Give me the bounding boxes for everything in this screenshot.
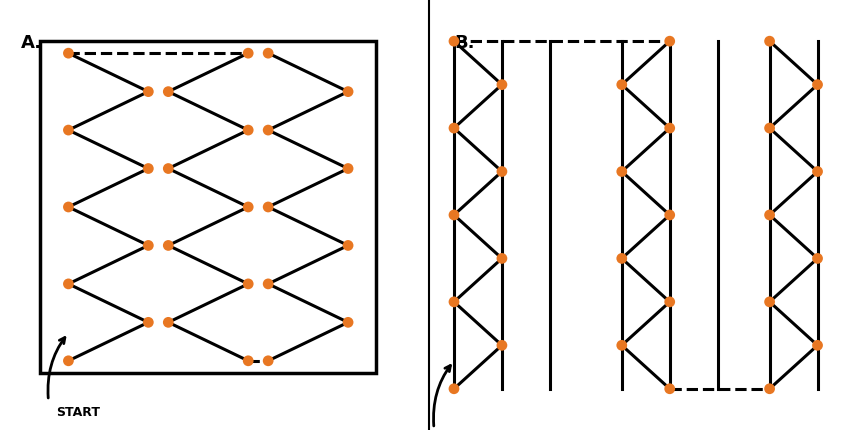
Point — [447, 39, 461, 46]
Point — [241, 357, 255, 364]
Point — [663, 125, 677, 132]
Point — [615, 82, 628, 89]
Point — [342, 243, 355, 249]
Point — [162, 89, 175, 96]
Point — [262, 127, 275, 134]
Point — [495, 255, 508, 262]
Point — [162, 319, 175, 326]
Point — [62, 127, 75, 134]
Point — [762, 212, 776, 219]
Point — [141, 89, 156, 96]
Point — [811, 342, 824, 349]
Point — [762, 125, 776, 132]
Point — [447, 299, 461, 306]
Point — [447, 212, 461, 219]
Point — [447, 385, 461, 392]
Point — [495, 342, 508, 349]
Point — [141, 166, 156, 172]
Text: B.: B. — [454, 34, 474, 52]
Point — [762, 385, 776, 392]
Point — [62, 51, 75, 58]
Point — [162, 166, 175, 172]
Point — [241, 204, 255, 211]
Point — [811, 255, 824, 262]
Text: A.: A. — [20, 34, 42, 52]
Point — [495, 169, 508, 175]
Point — [762, 39, 776, 46]
Point — [615, 169, 628, 175]
Point — [342, 89, 355, 96]
Point — [663, 299, 677, 306]
Point — [663, 39, 677, 46]
Point — [262, 204, 275, 211]
Point — [762, 299, 776, 306]
Point — [615, 255, 628, 262]
Point — [342, 166, 355, 172]
Point — [447, 125, 461, 132]
Point — [811, 82, 824, 89]
Point — [811, 169, 824, 175]
Point — [241, 281, 255, 288]
Point — [342, 319, 355, 326]
Point — [241, 51, 255, 58]
Point — [663, 212, 677, 219]
Point — [62, 357, 75, 364]
Point — [262, 357, 275, 364]
Point — [62, 204, 75, 211]
Point — [262, 281, 275, 288]
Point — [141, 319, 156, 326]
Point — [495, 82, 508, 89]
Point — [62, 281, 75, 288]
Point — [262, 51, 275, 58]
Point — [663, 385, 677, 392]
Text: START: START — [56, 405, 100, 418]
Point — [162, 243, 175, 249]
Point — [241, 127, 255, 134]
Bar — [41, 42, 376, 373]
Point — [141, 243, 156, 249]
Point — [615, 342, 628, 349]
